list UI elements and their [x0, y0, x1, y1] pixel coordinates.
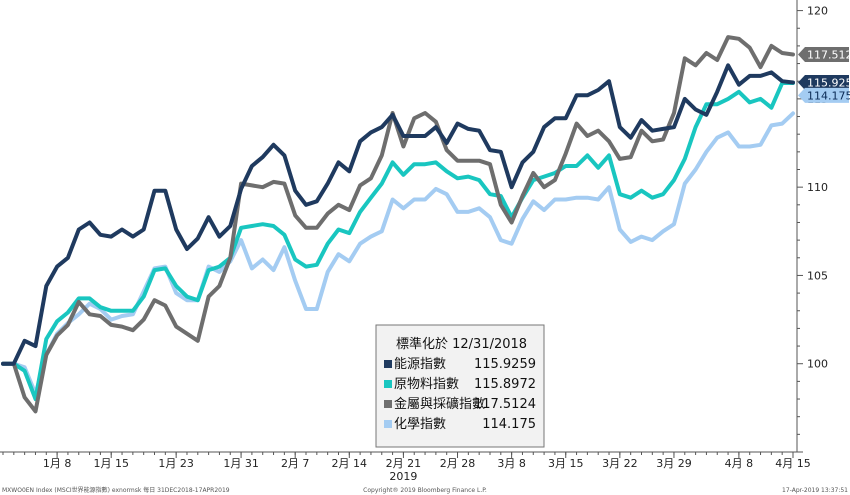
- footer-timestamp: 17-Apr-2019 13:37:51: [782, 487, 848, 494]
- legend-label: 化學指數: [394, 417, 446, 432]
- x-tick-label: 1月 23: [158, 457, 194, 470]
- x-tick-label: 2月 14: [332, 457, 368, 470]
- y-tick-label: 100: [807, 358, 828, 371]
- x-tick-label: 3月 15: [548, 457, 584, 470]
- end-value-badge: [798, 75, 849, 91]
- series-line-2: [1, 81, 795, 401]
- footer-copyright: Copyright® 2019 Bloomberg Finance L.P.: [363, 487, 487, 494]
- legend-swatch: [384, 360, 392, 368]
- end-value-text: 117.5124: [807, 49, 850, 62]
- end-value-label: 114.175: [798, 87, 850, 103]
- legend-value: 115.8972: [474, 377, 536, 392]
- legend-box: [375, 324, 545, 448]
- footer-source: MXWO0EN Index (MSCI世界能源指數) exnormsk 每日 3…: [2, 486, 230, 494]
- end-value-text: 114.175: [807, 89, 850, 102]
- x-tick-label: 4月 8: [725, 457, 754, 470]
- legend-label: 能源指數: [394, 357, 446, 372]
- end-value-badge: [798, 87, 849, 103]
- end-value-badge: [798, 47, 849, 63]
- x-year-label: 2019: [389, 470, 417, 483]
- legend-value: 117.5124: [474, 397, 536, 412]
- legend-title: 標準化於 12/31/2018: [396, 336, 527, 352]
- x-tick-label: 2月 21: [386, 457, 422, 470]
- legend-swatch: [384, 380, 392, 388]
- legend-label: 原物料指數: [394, 377, 459, 392]
- legend-label: 金屬與採礦指數: [394, 396, 485, 412]
- y-tick-label: 110: [807, 181, 828, 194]
- x-tick-label: 3月 22: [602, 457, 638, 470]
- y-tick-label: 120: [807, 5, 828, 18]
- x-tick-label: 2月 28: [440, 457, 476, 470]
- y-tick-label: 105: [807, 269, 828, 282]
- end-value-label: 115.9259: [798, 75, 850, 91]
- end-value-label: 117.5124: [798, 47, 850, 63]
- x-tick-label: 1月 15: [93, 457, 129, 470]
- legend-swatch: [384, 420, 392, 428]
- x-tick-label: 4月 15: [775, 457, 811, 470]
- series-line-1: [1, 63, 795, 366]
- x-tick-label: 3月 29: [656, 457, 692, 470]
- x-tick-label: 1月 31: [223, 457, 259, 470]
- end-value-text: 115.9259: [807, 77, 850, 90]
- x-tick-label: 1月 8: [43, 457, 72, 470]
- legend-value: 115.9259: [474, 357, 536, 372]
- legend-swatch: [384, 400, 392, 408]
- x-tick-label: 2月 7: [281, 457, 310, 470]
- legend: 標準化於 12/31/2018 能源指數 115.9259 原物料指數 115.8972…: [375, 324, 545, 448]
- legend-value: 114.175: [482, 417, 536, 432]
- x-tick-label: 3月 8: [497, 457, 526, 470]
